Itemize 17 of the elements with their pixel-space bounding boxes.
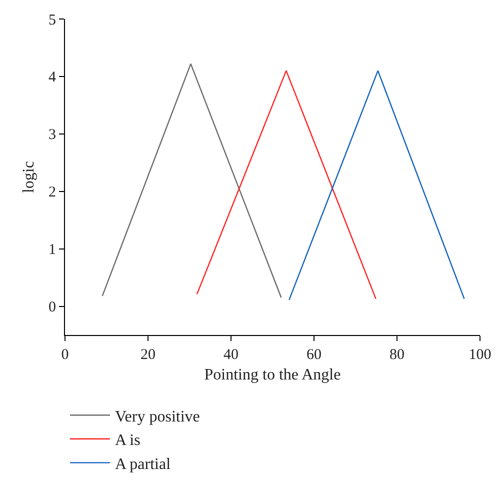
y-tick-label: 0 <box>48 300 56 316</box>
x-tick-label: 40 <box>224 347 238 363</box>
x-tick-label: 80 <box>390 347 404 363</box>
x-tick-label: 20 <box>140 347 156 363</box>
x-axis-title: Pointing to the Angle <box>204 366 341 384</box>
y-tick-label: 1 <box>48 242 56 258</box>
x-tick-label: 0 <box>61 347 69 363</box>
y-tick-label: 3 <box>48 127 56 144</box>
legend-label: A is <box>115 432 140 450</box>
y-tick-label: 2 <box>48 184 56 201</box>
y-tick-label: 5 <box>48 12 56 28</box>
x-tick-label: 100 <box>468 347 492 363</box>
x-tick-label: 60 <box>306 347 322 363</box>
legend-label: A partial <box>115 456 172 473</box>
y-tick-label: 4 <box>48 70 56 86</box>
legend-label: Very positive <box>115 408 200 426</box>
y-axis-title: logic <box>20 161 38 193</box>
